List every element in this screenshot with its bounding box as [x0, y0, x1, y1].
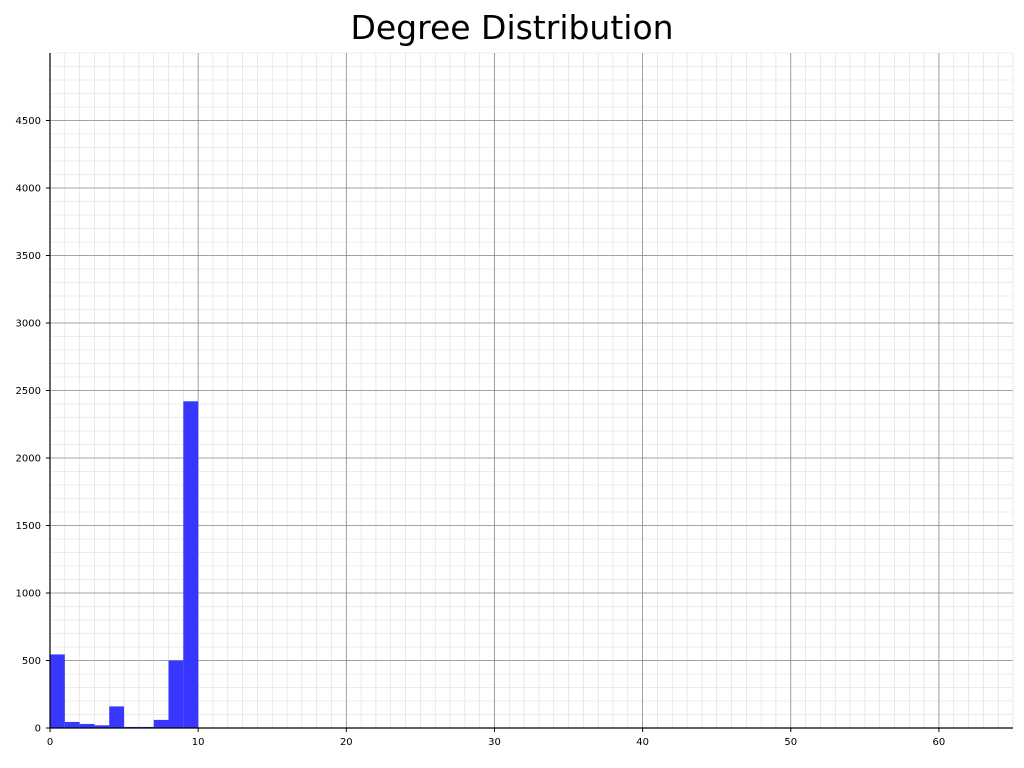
histogram-bar: [153, 719, 169, 728]
histogram-bar: [94, 725, 110, 728]
x-tick-label: 30: [488, 737, 501, 748]
chart-title: Degree Distribution: [350, 8, 674, 47]
y-tick-label: 4000: [16, 184, 41, 195]
y-tick-label: 1000: [16, 589, 41, 600]
histogram-bar: [109, 706, 125, 728]
x-tick-label: 20: [340, 737, 353, 748]
histogram-bar: [79, 723, 95, 728]
y-tick-label: 1500: [16, 521, 41, 532]
x-tick-label: 10: [192, 737, 205, 748]
histogram-bar: [183, 401, 199, 728]
y-axis-ticks: 0 500 1000 1500 2000 2500 3000 3500 4000 4500: [16, 116, 50, 735]
x-tick-label: 60: [933, 737, 946, 748]
histogram-bars: [50, 401, 199, 728]
histogram-bar: [50, 654, 65, 728]
y-tick-label: 4500: [16, 116, 41, 127]
y-tick-label: 2500: [16, 386, 41, 397]
y-tick-label: 500: [22, 656, 41, 667]
y-tick-label: 3500: [16, 251, 41, 262]
y-tick-label: 0: [35, 724, 41, 735]
y-tick-label: 2000: [16, 454, 41, 465]
histogram-bar: [168, 660, 184, 728]
major-grid: [49, 53, 1013, 729]
x-tick-label: 50: [784, 737, 797, 748]
histogram-bar: [64, 721, 80, 728]
x-axis-ticks: 0 10 20 30 40 50 60: [47, 728, 945, 748]
x-tick-label: 0: [47, 737, 53, 748]
y-tick-label: 3000: [16, 319, 41, 330]
x-tick-label: 40: [636, 737, 649, 748]
